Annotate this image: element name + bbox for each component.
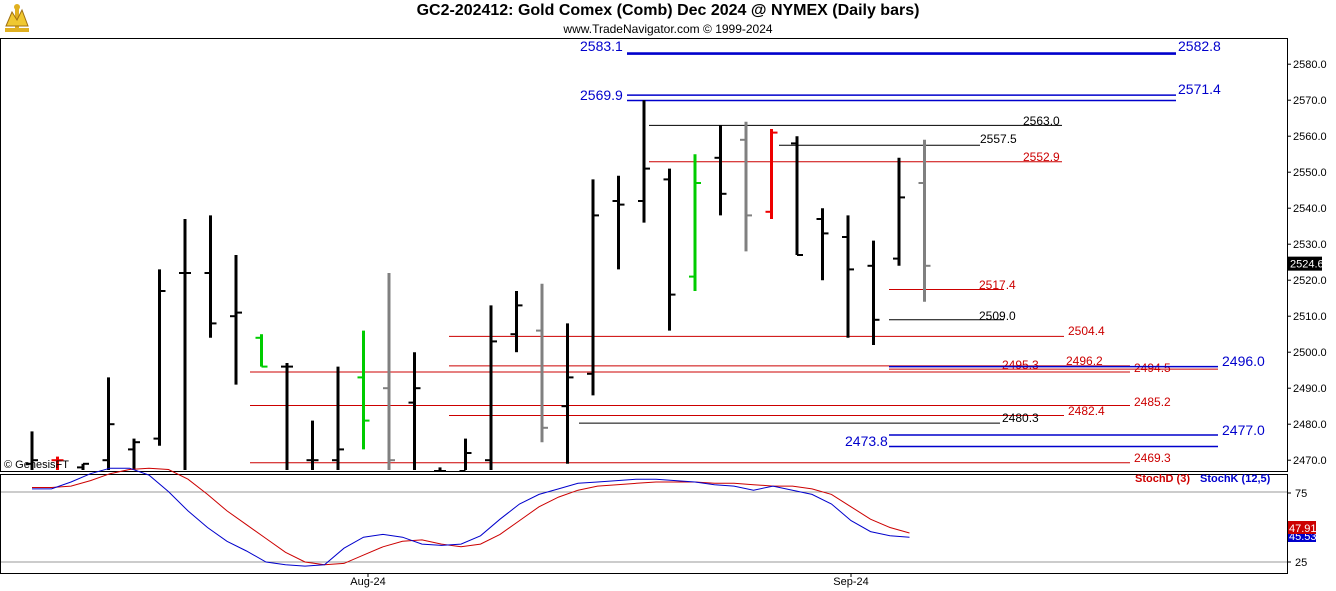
price-bar <box>842 215 854 338</box>
last-price-box <box>1288 256 1322 271</box>
price-tick-label: 2540.0 <box>1293 203 1327 215</box>
price-tick-label: 2510.0 <box>1293 311 1327 323</box>
stochd-last-box <box>1288 521 1316 534</box>
price-tick-label: 2490.0 <box>1293 383 1327 395</box>
price-bar <box>179 219 191 470</box>
level-label: 2469.3 <box>1134 451 1171 465</box>
osc-tick-label: 25 <box>1295 557 1307 569</box>
level-label: 2552.9 <box>1023 150 1060 164</box>
price-bar <box>51 456 64 470</box>
price-tick-label: 2530.0 <box>1293 239 1327 251</box>
price-tick-label: 2470.0 <box>1293 455 1327 467</box>
price-bar <box>230 255 242 385</box>
price-bar <box>893 157 905 266</box>
price-bar <box>612 175 625 270</box>
level-label: 2485.2 <box>1134 395 1171 409</box>
price-bar <box>918 139 931 302</box>
price-tick-label: 2500.0 <box>1293 347 1327 359</box>
chart-frame <box>0 38 1288 574</box>
price-bar <box>536 283 548 443</box>
price-levels: 2583.1 2582.8 2569.9 2571.4 2563.0 2557.5 2552… <box>250 38 1265 465</box>
trade-navigator-logo-icon <box>2 2 32 39</box>
last-price-label: 2524.6 <box>1290 259 1324 271</box>
level-label: 2480.3 <box>1002 411 1039 425</box>
price-bar <box>128 438 140 470</box>
legend-stochd: StochD (3) <box>1135 473 1190 485</box>
osc-tick-label: 75 <box>1295 488 1307 500</box>
price-bar <box>153 269 166 446</box>
price-tick-label: 2520.0 <box>1293 275 1327 287</box>
level-label: 2583.1 <box>580 38 623 54</box>
price-tick-label: 2570.0 <box>1293 95 1327 107</box>
chart-subtitle: www.TradeNavigator.com © 1999-2024 <box>563 22 773 36</box>
price-bar <box>408 352 421 470</box>
oscillator-panel-border <box>0 474 1288 574</box>
price-bar <box>765 129 778 219</box>
price-bar <box>663 168 676 331</box>
level-label: 2571.4 <box>1178 81 1221 97</box>
stochd-last-label: 47.91 <box>1289 523 1317 535</box>
price-bar <box>26 431 38 470</box>
price-bar <box>638 100 650 223</box>
price-bar <box>689 154 701 291</box>
level-label: 2477.0 <box>1222 422 1265 438</box>
stoch-line-k <box>32 467 910 567</box>
price-bar <box>561 323 574 464</box>
price-tick-label: 2560.0 <box>1293 131 1327 143</box>
price-panel-border <box>0 38 1288 472</box>
price-tick-label: 2580.0 <box>1293 59 1327 71</box>
legend-stochk: StochK (12,5) <box>1200 473 1271 485</box>
price-bar <box>77 462 89 470</box>
level-label: 2509.0 <box>979 309 1016 323</box>
level-label: 2517.4 <box>979 278 1016 292</box>
chart-title: GC2-202412: Gold Comex (Comb) Dec 2024 @… <box>416 2 920 19</box>
level-label: 2557.5 <box>980 132 1017 146</box>
price-bar <box>357 330 370 450</box>
price-bar <box>383 273 395 470</box>
level-label: 2494.5 <box>1134 361 1171 375</box>
price-bar <box>255 334 268 368</box>
level-label: 2582.8 <box>1178 38 1221 54</box>
level-label: 2496.0 <box>1222 353 1265 369</box>
price-bar <box>459 438 472 472</box>
level-label: 2504.4 <box>1068 324 1105 338</box>
price-tick-label: 2480.0 <box>1293 419 1327 431</box>
price-axis: 2470.0 2480.0 2490.0 2500.0 2510.0 2520.0 2530… <box>1287 59 1327 467</box>
level-label: 2563.0 <box>1023 114 1060 128</box>
date-tick-label: Aug-24 <box>350 576 385 588</box>
price-bar <box>434 467 446 472</box>
level-label: 2496.2 <box>1066 354 1103 368</box>
level-label: 2569.9 <box>580 87 623 103</box>
level-label: 2482.4 <box>1068 404 1105 418</box>
level-label: 2473.8 <box>845 433 888 449</box>
price-bar <box>204 215 217 338</box>
level-label: 2495.3 <box>1002 358 1039 372</box>
price-bar <box>281 363 293 470</box>
stoch-line-d <box>32 467 910 566</box>
price-bar <box>102 377 115 470</box>
price-bar <box>791 136 803 256</box>
price-tick-label: 2550.0 <box>1293 167 1327 179</box>
price-bar <box>587 179 599 396</box>
price-bar <box>510 291 523 353</box>
price-bar <box>740 121 752 252</box>
date-tick-label: Sep-24 <box>833 576 868 588</box>
price-bar <box>867 240 880 345</box>
price-bar <box>714 125 727 216</box>
price-bars[interactable] <box>26 100 931 472</box>
price-bar <box>816 208 829 281</box>
date-axis: Aug-24 Sep-24 <box>350 573 869 588</box>
price-bar <box>485 305 497 470</box>
genesis-watermark: © GenesisFT <box>4 459 69 471</box>
price-bar <box>306 420 319 470</box>
price-bar <box>332 366 344 470</box>
